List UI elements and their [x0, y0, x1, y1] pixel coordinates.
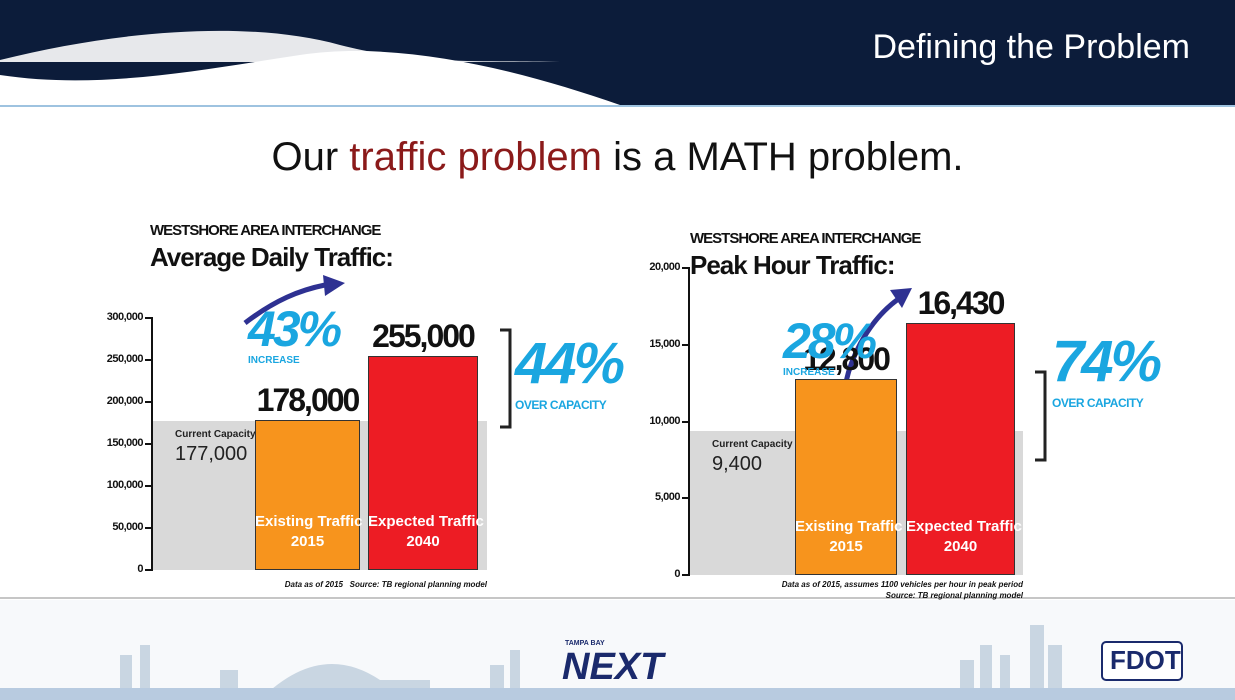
- y-tick-label: 50,000: [112, 521, 143, 533]
- headline-part: is a MATH problem.: [602, 135, 964, 179]
- y-tick: [145, 359, 153, 361]
- value-label: 255,000: [358, 318, 488, 355]
- y-tick: [145, 569, 153, 571]
- y-tick-label: 100,000: [107, 479, 143, 491]
- y-tick: [145, 527, 153, 529]
- y-tick: [145, 317, 153, 319]
- next-logo: NEXT: [562, 646, 663, 689]
- y-tick-label: 0: [674, 568, 680, 580]
- increase-pct: 43%: [248, 300, 339, 358]
- capacity-name: Current Capacity: [712, 439, 793, 450]
- over-label: OVER CAPACITY: [515, 398, 606, 412]
- y-tick: [682, 267, 690, 269]
- capacity-value: 9,400: [712, 453, 762, 476]
- y-tick-label: 15,000: [649, 338, 680, 350]
- chart-supertitle: WESTSHORE AREA INTERCHANGE: [150, 222, 380, 239]
- over-pct: 44%: [515, 330, 622, 397]
- over-label: OVER CAPACITY: [1052, 396, 1143, 410]
- category-label: Existing Traffic 2015: [255, 512, 360, 552]
- increase-label: INCREASE: [248, 355, 300, 366]
- source-note: Source: TB regional planning model: [886, 591, 1023, 600]
- y-tick-label: 200,000: [107, 395, 143, 407]
- footer-ground: [0, 688, 1235, 700]
- chart-title: Average Daily Traffic:: [150, 242, 393, 273]
- slide: Defining the Problem Our traffic problem…: [0, 0, 1235, 700]
- value-label: 16,430: [896, 285, 1025, 322]
- headline-emphasis: traffic problem: [349, 135, 602, 179]
- y-tick-label: 5,000: [655, 491, 680, 503]
- capacity-name: Current Capacity: [175, 429, 256, 440]
- y-tick: [145, 401, 153, 403]
- source-note: Data as of 2015, assumes 1100 vehicles p…: [782, 580, 1023, 589]
- y-tick: [145, 443, 153, 445]
- headline: Our traffic problem is a MATH problem.: [0, 135, 1235, 180]
- chart-supertitle: WESTSHORE AREA INTERCHANGE: [690, 230, 920, 247]
- slide-title: Defining the Problem: [872, 28, 1190, 67]
- y-tick: [682, 344, 690, 346]
- y-tick-label: 300,000: [107, 311, 143, 323]
- y-tick-label: 10,000: [649, 415, 680, 427]
- increase-pct: 28%: [783, 312, 874, 370]
- y-tick-label: 250,000: [107, 353, 143, 365]
- y-tick: [682, 497, 690, 499]
- headline-part: Our: [271, 135, 349, 179]
- bracket: [1035, 372, 1045, 460]
- value-label: 178,000: [245, 382, 370, 419]
- arrow-head: [323, 275, 345, 296]
- over-pct: 74%: [1052, 328, 1159, 395]
- bracket: [500, 330, 510, 427]
- category-label: Expected Traffic 2040: [906, 517, 1015, 557]
- increase-label: INCREASE: [783, 367, 835, 378]
- source-note: Data as of 2015 Source: TB regional plan…: [285, 580, 487, 589]
- y-tick: [682, 574, 690, 576]
- chart-title: Peak Hour Traffic:: [690, 250, 895, 281]
- capacity-value: 177,000: [175, 443, 247, 466]
- category-label: Existing Traffic 2015: [795, 517, 897, 557]
- y-tick-label: 20,000: [649, 261, 680, 273]
- y-tick: [145, 485, 153, 487]
- y-tick-label: 150,000: [107, 437, 143, 449]
- category-label: Expected Traffic 2040: [368, 512, 478, 552]
- y-tick-label: 0: [137, 563, 143, 575]
- fdot-logo: FDOT: [1110, 645, 1181, 676]
- y-tick: [682, 421, 690, 423]
